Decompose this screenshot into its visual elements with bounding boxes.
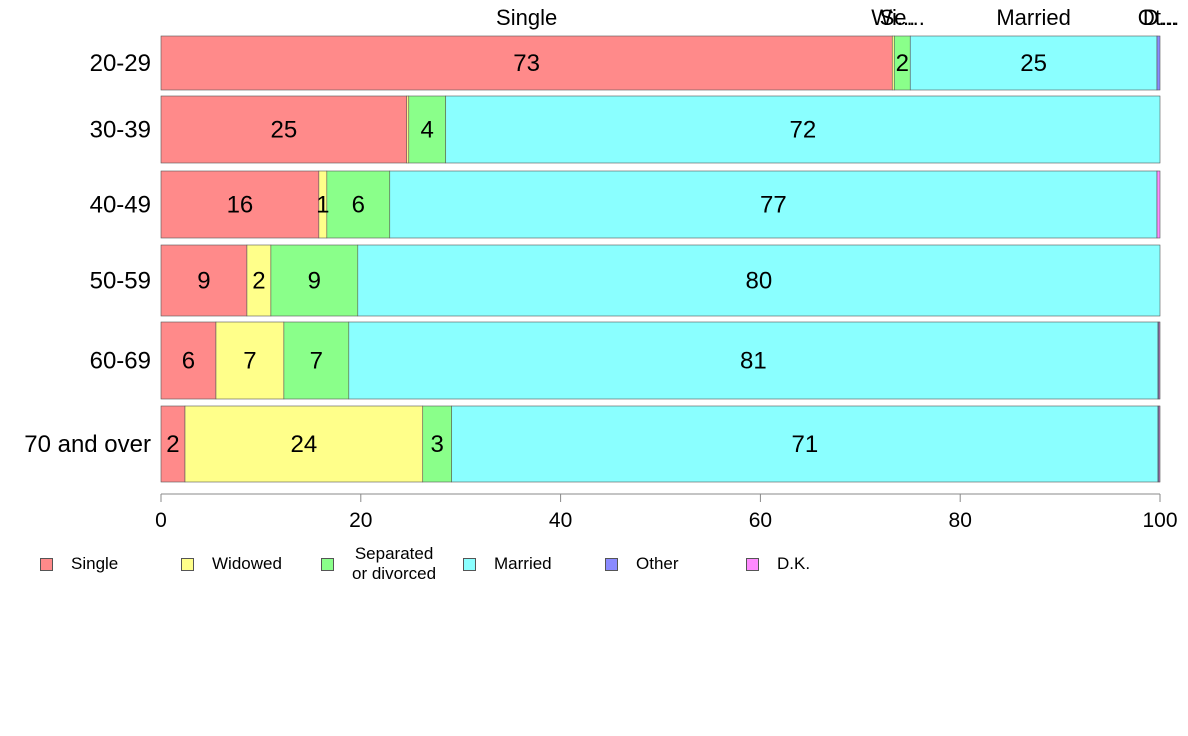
bar-segment bbox=[184, 405, 424, 483]
data-label: 9 bbox=[197, 268, 210, 295]
legend-swatch bbox=[605, 557, 618, 571]
legend-label: Separated or divorced bbox=[352, 544, 437, 583]
data-label: 2 bbox=[166, 431, 179, 458]
data-label: 16 bbox=[227, 192, 254, 219]
data-label: 72 bbox=[790, 117, 817, 144]
legend-item: D.K. bbox=[746, 554, 810, 574]
top-series-label: Single bbox=[496, 5, 557, 30]
bar-segment bbox=[215, 321, 285, 400]
bar-segment bbox=[326, 170, 391, 239]
legend-label: Married bbox=[494, 554, 552, 573]
legend-swatch bbox=[746, 557, 759, 571]
x-tick-label: 60 bbox=[749, 509, 772, 532]
x-tick-label: 0 bbox=[155, 509, 167, 532]
bar-segment bbox=[1156, 170, 1161, 239]
x-tick-label: 80 bbox=[949, 509, 972, 532]
bar-segment bbox=[160, 35, 893, 91]
data-label: 7 bbox=[310, 348, 323, 375]
legend-item: Other bbox=[605, 554, 679, 574]
bar-segment bbox=[1158, 405, 1161, 483]
data-label: 9 bbox=[308, 268, 321, 295]
data-label: 3 bbox=[431, 431, 444, 458]
legend-label: Other bbox=[636, 554, 679, 573]
category-label: 30-39 bbox=[90, 117, 151, 144]
data-label: 25 bbox=[1020, 50, 1047, 77]
legend-label: Single bbox=[71, 554, 119, 573]
x-tick-label: 100 bbox=[1142, 509, 1177, 532]
category-label: 40-49 bbox=[90, 192, 151, 219]
bar-segment bbox=[445, 95, 1161, 164]
top-series-label: Ot... bbox=[1138, 5, 1180, 30]
data-label: 2 bbox=[252, 268, 265, 295]
legend-item: Married bbox=[463, 554, 552, 574]
bar-segment bbox=[270, 244, 359, 317]
top-series-label: D... bbox=[1143, 5, 1177, 30]
data-label: 81 bbox=[740, 348, 767, 375]
bar-segment bbox=[160, 321, 217, 400]
bar-segment bbox=[357, 244, 1161, 317]
top-series-label: Se... bbox=[880, 5, 925, 30]
data-label: 6 bbox=[352, 192, 365, 219]
data-label: 6 bbox=[182, 348, 195, 375]
top-series-label: Married bbox=[996, 5, 1071, 30]
data-label: 24 bbox=[291, 431, 318, 458]
data-label: 1 bbox=[316, 192, 329, 219]
x-tick-label: 20 bbox=[349, 509, 372, 532]
bar-segment bbox=[160, 95, 408, 164]
category-label: 50-59 bbox=[90, 268, 151, 295]
data-label: 71 bbox=[792, 431, 819, 458]
data-label: 25 bbox=[271, 117, 298, 144]
bar-segment bbox=[1158, 321, 1161, 400]
chart-legend: Single Widowed Separated or divorced Marrie… bbox=[0, 540, 1188, 590]
data-label: 7 bbox=[243, 348, 256, 375]
legend-item: Single bbox=[40, 554, 118, 574]
category-label: 70 and over bbox=[24, 431, 151, 458]
legend-swatch bbox=[321, 557, 334, 571]
bar-segment bbox=[348, 321, 1159, 400]
data-label: 73 bbox=[513, 50, 540, 77]
bar-segment bbox=[283, 321, 350, 400]
legend-item: Separated or divorced bbox=[321, 544, 436, 584]
bar-segment bbox=[451, 405, 1159, 483]
data-label: 80 bbox=[746, 268, 773, 295]
legend-swatch bbox=[40, 557, 53, 571]
data-label: 77 bbox=[760, 192, 787, 219]
top-series-label: Wi... bbox=[871, 5, 915, 30]
bar-segment bbox=[1156, 35, 1161, 91]
legend-item: Widowed bbox=[181, 554, 282, 574]
legend-label: D.K. bbox=[777, 554, 811, 573]
bar-segment bbox=[389, 170, 1158, 239]
category-label: 60-69 bbox=[90, 348, 151, 375]
legend-label: Widowed bbox=[212, 554, 282, 573]
bar-segment bbox=[160, 244, 248, 317]
bar-segment bbox=[160, 170, 320, 239]
x-tick-label: 40 bbox=[549, 509, 572, 532]
data-label: 4 bbox=[421, 117, 434, 144]
legend-swatch bbox=[181, 557, 194, 571]
legend-swatch bbox=[463, 557, 476, 571]
data-label: 2 bbox=[896, 50, 909, 77]
bar-segment bbox=[422, 405, 453, 483]
category-label: 20-29 bbox=[90, 50, 151, 77]
